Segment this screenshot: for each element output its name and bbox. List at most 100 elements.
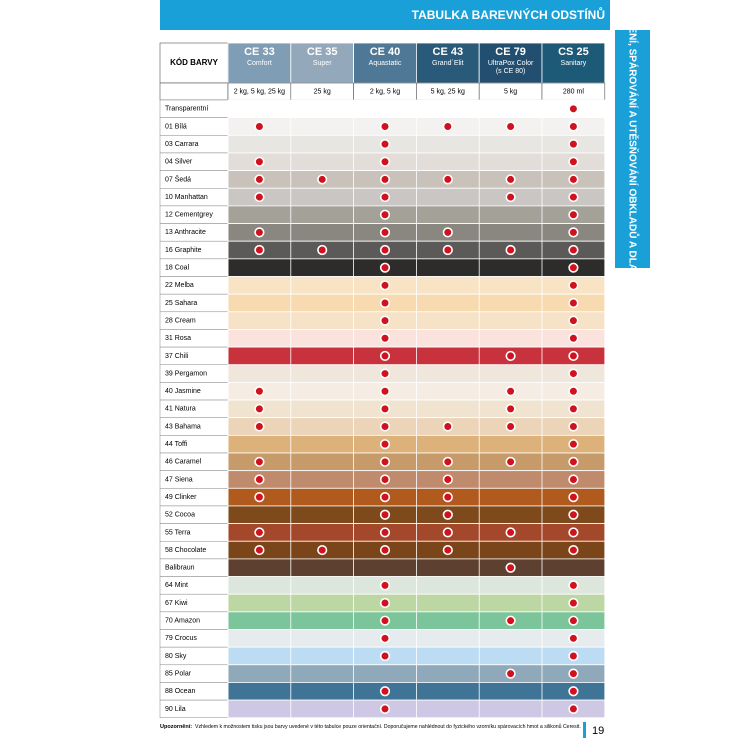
availability-dot — [505, 174, 516, 185]
column-header-cell — [478, 42, 543, 84]
availability-dot — [568, 439, 579, 450]
pack-size: 2 kg, 5 kg — [370, 88, 400, 95]
side-tab — [615, 30, 650, 268]
availability-dot — [568, 386, 579, 397]
column-header-cell — [353, 42, 417, 84]
availability-dot — [379, 492, 391, 503]
availability-dot — [254, 156, 265, 167]
availability-dot — [379, 544, 391, 556]
availability-dot — [442, 244, 453, 256]
row-name: Transparentní — [165, 106, 208, 113]
row-name: 58 Chocolate — [165, 547, 206, 554]
availability-dot — [568, 509, 579, 520]
availability-dot — [254, 403, 265, 414]
availability-dot — [379, 227, 391, 238]
row-name: 12 Cementgrey — [165, 212, 213, 219]
product-code: CE 35 — [307, 46, 338, 58]
row-name: 49 Clinker — [165, 494, 197, 501]
availability-dot — [379, 297, 391, 309]
availability-dot — [442, 227, 453, 238]
availability-dot — [379, 333, 391, 344]
title-bar — [160, 0, 610, 30]
availability-dot — [317, 174, 328, 185]
availability-dot — [379, 386, 391, 397]
row-name: 70 Amazon — [165, 618, 200, 625]
availability-dot — [379, 439, 391, 450]
availability-dot — [505, 456, 516, 467]
availability-dot — [568, 668, 579, 679]
pack-size: 280 ml — [563, 88, 584, 95]
availability-dot — [442, 527, 453, 538]
page-number: 19 — [592, 725, 604, 737]
product-name: Super — [313, 60, 332, 67]
availability-dot — [379, 121, 391, 132]
availability-dot — [254, 492, 265, 503]
availability-dot — [379, 315, 391, 326]
product-code: CE 40 — [370, 46, 401, 58]
pack-size: 2 kg, 5 kg, 25 kg — [234, 88, 285, 95]
availability-dot — [379, 421, 391, 432]
availability-dot — [568, 492, 579, 503]
page-title: TABULKA BAREVNÝCH ODSTÍNŮ — [412, 6, 605, 22]
row-name: 46 Caramel — [165, 459, 202, 466]
availability-dot — [505, 191, 516, 203]
availability-dot — [379, 509, 391, 520]
availability-dot — [568, 103, 579, 114]
availability-dot — [568, 333, 579, 344]
row-name: 28 Cream — [165, 317, 196, 324]
row-name: 67 Kiwi — [165, 600, 188, 607]
availability-dot — [379, 597, 391, 609]
row-name: 85 Polar — [165, 670, 192, 677]
availability-dot — [254, 527, 265, 538]
availability-dot — [317, 244, 328, 256]
row-name: 88 Ocean — [165, 688, 195, 695]
availability-dot — [568, 315, 579, 326]
availability-dot — [505, 386, 516, 397]
footnote-text: Vzhledem k možnostem tisku jsou barvy uv… — [195, 723, 581, 730]
row-name: 22 Melba — [165, 282, 194, 289]
availability-dot — [505, 403, 516, 414]
availability-dot — [568, 421, 579, 432]
row-name: 39 Pergamon — [165, 370, 207, 377]
availability-dot — [379, 633, 391, 644]
availability-dot — [568, 139, 579, 150]
availability-dot — [568, 368, 579, 379]
side-tab-text: LEPENÍ, SPÁROVÁNÍ A UTĚSŇOVÁNÍ OBKLADŮ A… — [626, 7, 640, 291]
availability-dot — [254, 456, 265, 467]
availability-dot — [505, 350, 516, 362]
availability-dot — [568, 597, 579, 609]
availability-dot — [568, 174, 579, 185]
availability-dot — [442, 474, 453, 485]
row-name: 55 Terra — [165, 529, 191, 536]
page-marker — [583, 722, 586, 738]
availability-dot — [317, 544, 328, 556]
availability-dot — [379, 474, 391, 485]
row-name: 25 Sahara — [165, 300, 197, 307]
availability-dot — [379, 262, 391, 273]
availability-dot — [568, 544, 579, 556]
availability-dot — [568, 633, 579, 644]
product-name: Sanitary — [561, 60, 587, 67]
row-name: 79 Crocus — [165, 635, 197, 642]
column-header-cell — [541, 42, 606, 84]
availability-dot — [568, 262, 579, 273]
availability-dot — [568, 121, 579, 132]
availability-dot — [505, 562, 516, 573]
availability-dot — [379, 686, 391, 697]
availability-dot — [568, 615, 579, 626]
row-name: 04 Silver — [165, 159, 193, 166]
row-name: 01 Bílá — [165, 123, 187, 130]
availability-dot — [568, 474, 579, 485]
availability-dot — [379, 244, 391, 256]
availability-dot — [254, 174, 265, 185]
availability-dot — [505, 527, 516, 538]
availability-dot — [505, 421, 516, 432]
availability-dot — [568, 580, 579, 591]
availability-dot — [442, 421, 453, 432]
row-name: 13 Anthracite — [165, 229, 206, 236]
row-name: 18 Coal — [165, 265, 190, 272]
availability-dot — [379, 456, 391, 467]
availability-dot — [379, 156, 391, 167]
availability-dot — [568, 456, 579, 467]
